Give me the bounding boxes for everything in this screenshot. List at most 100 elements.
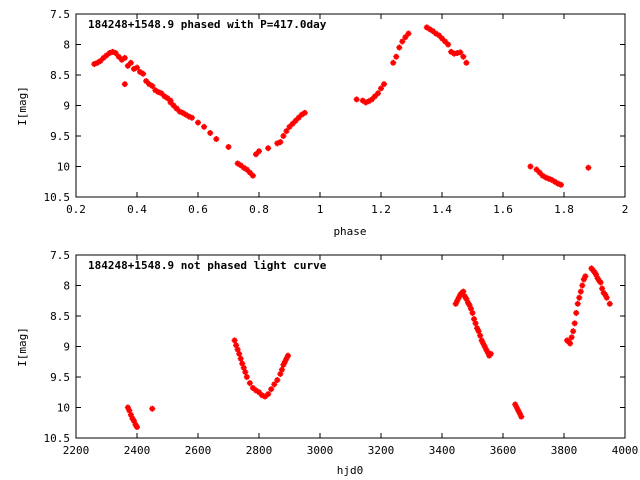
x-tick-label: 0.4 (127, 203, 147, 216)
x-tick-label: 0.6 (188, 203, 208, 216)
data-point (236, 350, 243, 357)
y-ticks: 7.5 8 8.5 9 9.5 10 10.5 (44, 249, 625, 445)
y-ticks: 7.5 8 8.5 9 9.5 10 10.5 (44, 8, 625, 204)
data-point (577, 288, 584, 295)
data-point (533, 166, 540, 173)
data-point (454, 50, 461, 57)
data-point (579, 282, 586, 289)
x-tick-label: 1.2 (371, 203, 391, 216)
data-point (593, 271, 600, 278)
data-point (124, 404, 131, 411)
data-point (149, 82, 156, 89)
data-point (362, 99, 369, 106)
data-point (606, 300, 613, 307)
x-axis-label: phase (333, 225, 366, 238)
data-point (268, 386, 275, 393)
data-point (233, 342, 240, 349)
data-point (280, 361, 287, 368)
y-tick-label: 9.5 (50, 130, 70, 143)
data-point (240, 364, 247, 371)
data-point (281, 358, 288, 365)
data-point (467, 305, 474, 312)
data-points (124, 265, 613, 431)
x-tick-label: 3800 (551, 444, 578, 457)
data-point (149, 405, 156, 412)
data-point (396, 44, 403, 51)
data-point (597, 279, 604, 286)
x-tick-label: 2200 (63, 444, 90, 457)
data-point (460, 288, 467, 295)
data-point (188, 114, 195, 121)
data-point (234, 160, 241, 167)
data-point (277, 370, 284, 377)
data-point (368, 96, 375, 103)
y-tick-label: 9.5 (50, 371, 70, 384)
x-tick-label: 3400 (429, 444, 456, 457)
data-point (155, 89, 162, 96)
data-point (256, 389, 262, 396)
data-point (457, 49, 464, 56)
data-point (246, 380, 253, 387)
x-tick-label: 1.4 (432, 203, 452, 216)
data-point (542, 174, 549, 181)
data-point (286, 123, 293, 130)
data-point (374, 90, 381, 97)
data-point (274, 377, 281, 384)
data-point (143, 78, 150, 85)
data-point (548, 176, 555, 183)
data-point (103, 52, 110, 59)
y-tick-label: 7.5 (50, 249, 70, 262)
data-point (115, 53, 122, 60)
data-point (551, 178, 558, 185)
data-point (452, 300, 459, 307)
data-point (284, 352, 291, 359)
x-tick-label: 0.8 (249, 203, 269, 216)
data-point (574, 300, 581, 307)
data-point (134, 424, 140, 431)
data-point (134, 64, 140, 71)
data-point (252, 387, 259, 394)
data-point (243, 166, 250, 173)
y-tick-label: 8.5 (50, 310, 70, 323)
data-point (289, 120, 296, 127)
data-point (451, 50, 458, 57)
data-point (265, 145, 272, 152)
data-point (91, 61, 98, 68)
data-point (516, 410, 523, 417)
data-point (265, 391, 272, 398)
data-point (176, 108, 183, 115)
data-point (573, 309, 580, 316)
data-point (242, 369, 249, 376)
x-tick-label: 0.2 (66, 203, 86, 216)
phased-light-curve-panel: 184248+1548.9 phased with P=417.0day pha… (16, 8, 628, 238)
data-point (432, 30, 439, 37)
data-point (463, 59, 470, 66)
y-tick-label: 10.5 (44, 191, 71, 204)
data-point (121, 81, 128, 88)
data-point (237, 162, 244, 169)
data-point (277, 139, 284, 146)
data-point (567, 340, 574, 347)
x-tick-label: 1.8 (554, 203, 574, 216)
x-tick-label: 2800 (246, 444, 273, 457)
data-point (512, 401, 519, 408)
y-tick-label: 8 (63, 39, 70, 52)
data-point (568, 334, 575, 341)
data-point (271, 381, 278, 388)
data-point (435, 32, 442, 39)
data-point (237, 355, 244, 362)
data-point (126, 407, 133, 414)
data-point (109, 48, 116, 55)
data-point (477, 332, 484, 339)
data-point (536, 169, 543, 176)
data-point (442, 38, 449, 45)
data-point (201, 123, 208, 130)
x-ticks: 2200 2400 2600 2800 3000 3200 3400 3600 3800 4000 (63, 255, 638, 457)
data-point (454, 297, 461, 304)
data-point (429, 28, 436, 35)
data-point (399, 38, 406, 45)
data-point (585, 164, 592, 171)
data-points (91, 24, 592, 188)
data-point (487, 350, 494, 357)
